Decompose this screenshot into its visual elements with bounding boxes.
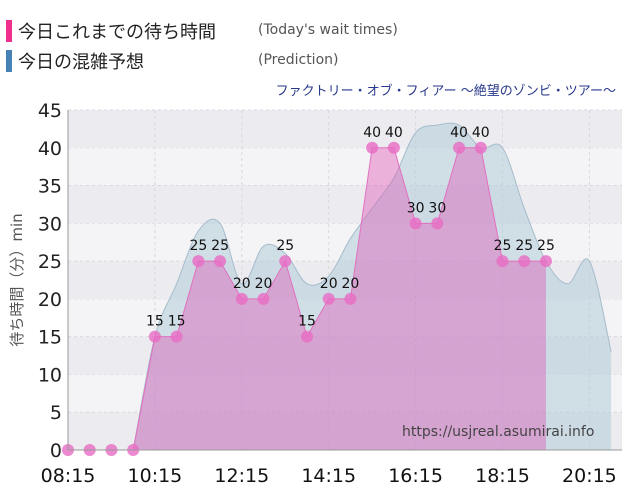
data-label: 40 xyxy=(450,125,468,141)
data-label: 40 xyxy=(472,125,490,141)
x-tick-label: 12:15 xyxy=(214,465,269,487)
x-tick-label: 20:15 xyxy=(562,465,617,487)
today-point xyxy=(518,255,531,268)
y-tick-label: 15 xyxy=(38,327,62,349)
today-point xyxy=(539,255,552,268)
today-point xyxy=(453,141,466,154)
y-tick-label: 10 xyxy=(38,364,62,386)
legend-prediction-sub: (Prediction) xyxy=(258,52,339,68)
data-label: 25 xyxy=(494,238,512,254)
legend-today-label: 今日これまでの待ち時間 xyxy=(18,22,216,43)
today-point xyxy=(409,217,422,230)
data-label: 20 xyxy=(342,276,360,292)
y-tick-label: 25 xyxy=(38,251,62,273)
y-tick-label: 35 xyxy=(38,176,62,198)
legend-today-swatch xyxy=(6,20,12,42)
data-label: 15 xyxy=(146,314,164,330)
data-label: 20 xyxy=(320,276,338,292)
grid-band xyxy=(68,185,622,224)
data-label: 40 xyxy=(363,125,381,141)
x-tick-label: 18:15 xyxy=(475,465,530,487)
y-tick-label: 20 xyxy=(38,289,62,311)
today-point xyxy=(192,255,205,268)
y-axis-label: 待ち時間（分）min xyxy=(8,213,26,346)
legend-prediction: 今日の混雑予想 xyxy=(6,48,144,74)
today-point xyxy=(235,292,248,305)
y-tick-label: 0 xyxy=(50,440,62,462)
data-label: 25 xyxy=(515,238,533,254)
today-point xyxy=(366,141,379,154)
watermark: https://usjreal.asumirai.info xyxy=(402,424,594,440)
data-label: 25 xyxy=(537,238,555,254)
legend-today-sub: (Today's wait times) xyxy=(258,22,398,38)
x-tick-label: 14:15 xyxy=(301,465,356,487)
data-label: 15 xyxy=(168,314,186,330)
x-tick-label: 08:15 xyxy=(41,465,96,487)
today-point xyxy=(170,330,183,343)
data-label: 20 xyxy=(233,276,251,292)
today-point xyxy=(474,141,487,154)
today-point xyxy=(279,255,292,268)
today-point xyxy=(431,217,444,230)
data-label: 25 xyxy=(276,238,294,254)
y-tick-label: 40 xyxy=(38,138,62,160)
legend-prediction-label: 今日の混雑予想 xyxy=(18,52,144,73)
y-tick-label: 30 xyxy=(38,213,62,235)
y-axis: 0 5 10 15 20 25 30 35 40 45 xyxy=(38,100,69,462)
data-label: 15 xyxy=(298,314,316,330)
today-point xyxy=(257,292,270,305)
today-point xyxy=(496,255,509,268)
today-point xyxy=(387,141,400,154)
today-point xyxy=(344,292,357,305)
data-label: 25 xyxy=(211,238,229,254)
x-tick-label: 10:15 xyxy=(128,465,183,487)
prediction-line xyxy=(132,122,612,451)
y-tick-label: 5 xyxy=(50,402,62,424)
today-point xyxy=(300,330,313,343)
data-label: 20 xyxy=(255,276,273,292)
chart-subtitle: ファクトリー・オブ・フィアー 〜絶望のゾンビ・ツアー〜 xyxy=(275,84,616,99)
x-tick-label: 16:15 xyxy=(388,465,443,487)
data-label: 30 xyxy=(407,200,425,216)
legend-prediction-swatch xyxy=(6,50,12,72)
y-tick-label: 45 xyxy=(38,100,62,122)
data-label: 40 xyxy=(385,125,403,141)
data-label: 30 xyxy=(428,200,446,216)
grid-band xyxy=(68,110,622,148)
data-label: 25 xyxy=(189,238,207,254)
today-point xyxy=(148,330,161,343)
legend-today: 今日これまでの待ち時間 xyxy=(6,18,216,44)
today-point xyxy=(214,255,227,268)
today-point xyxy=(322,292,335,305)
x-axis: 08:15 10:15 12:15 14:15 16:15 18:15 20:15 xyxy=(41,449,622,487)
